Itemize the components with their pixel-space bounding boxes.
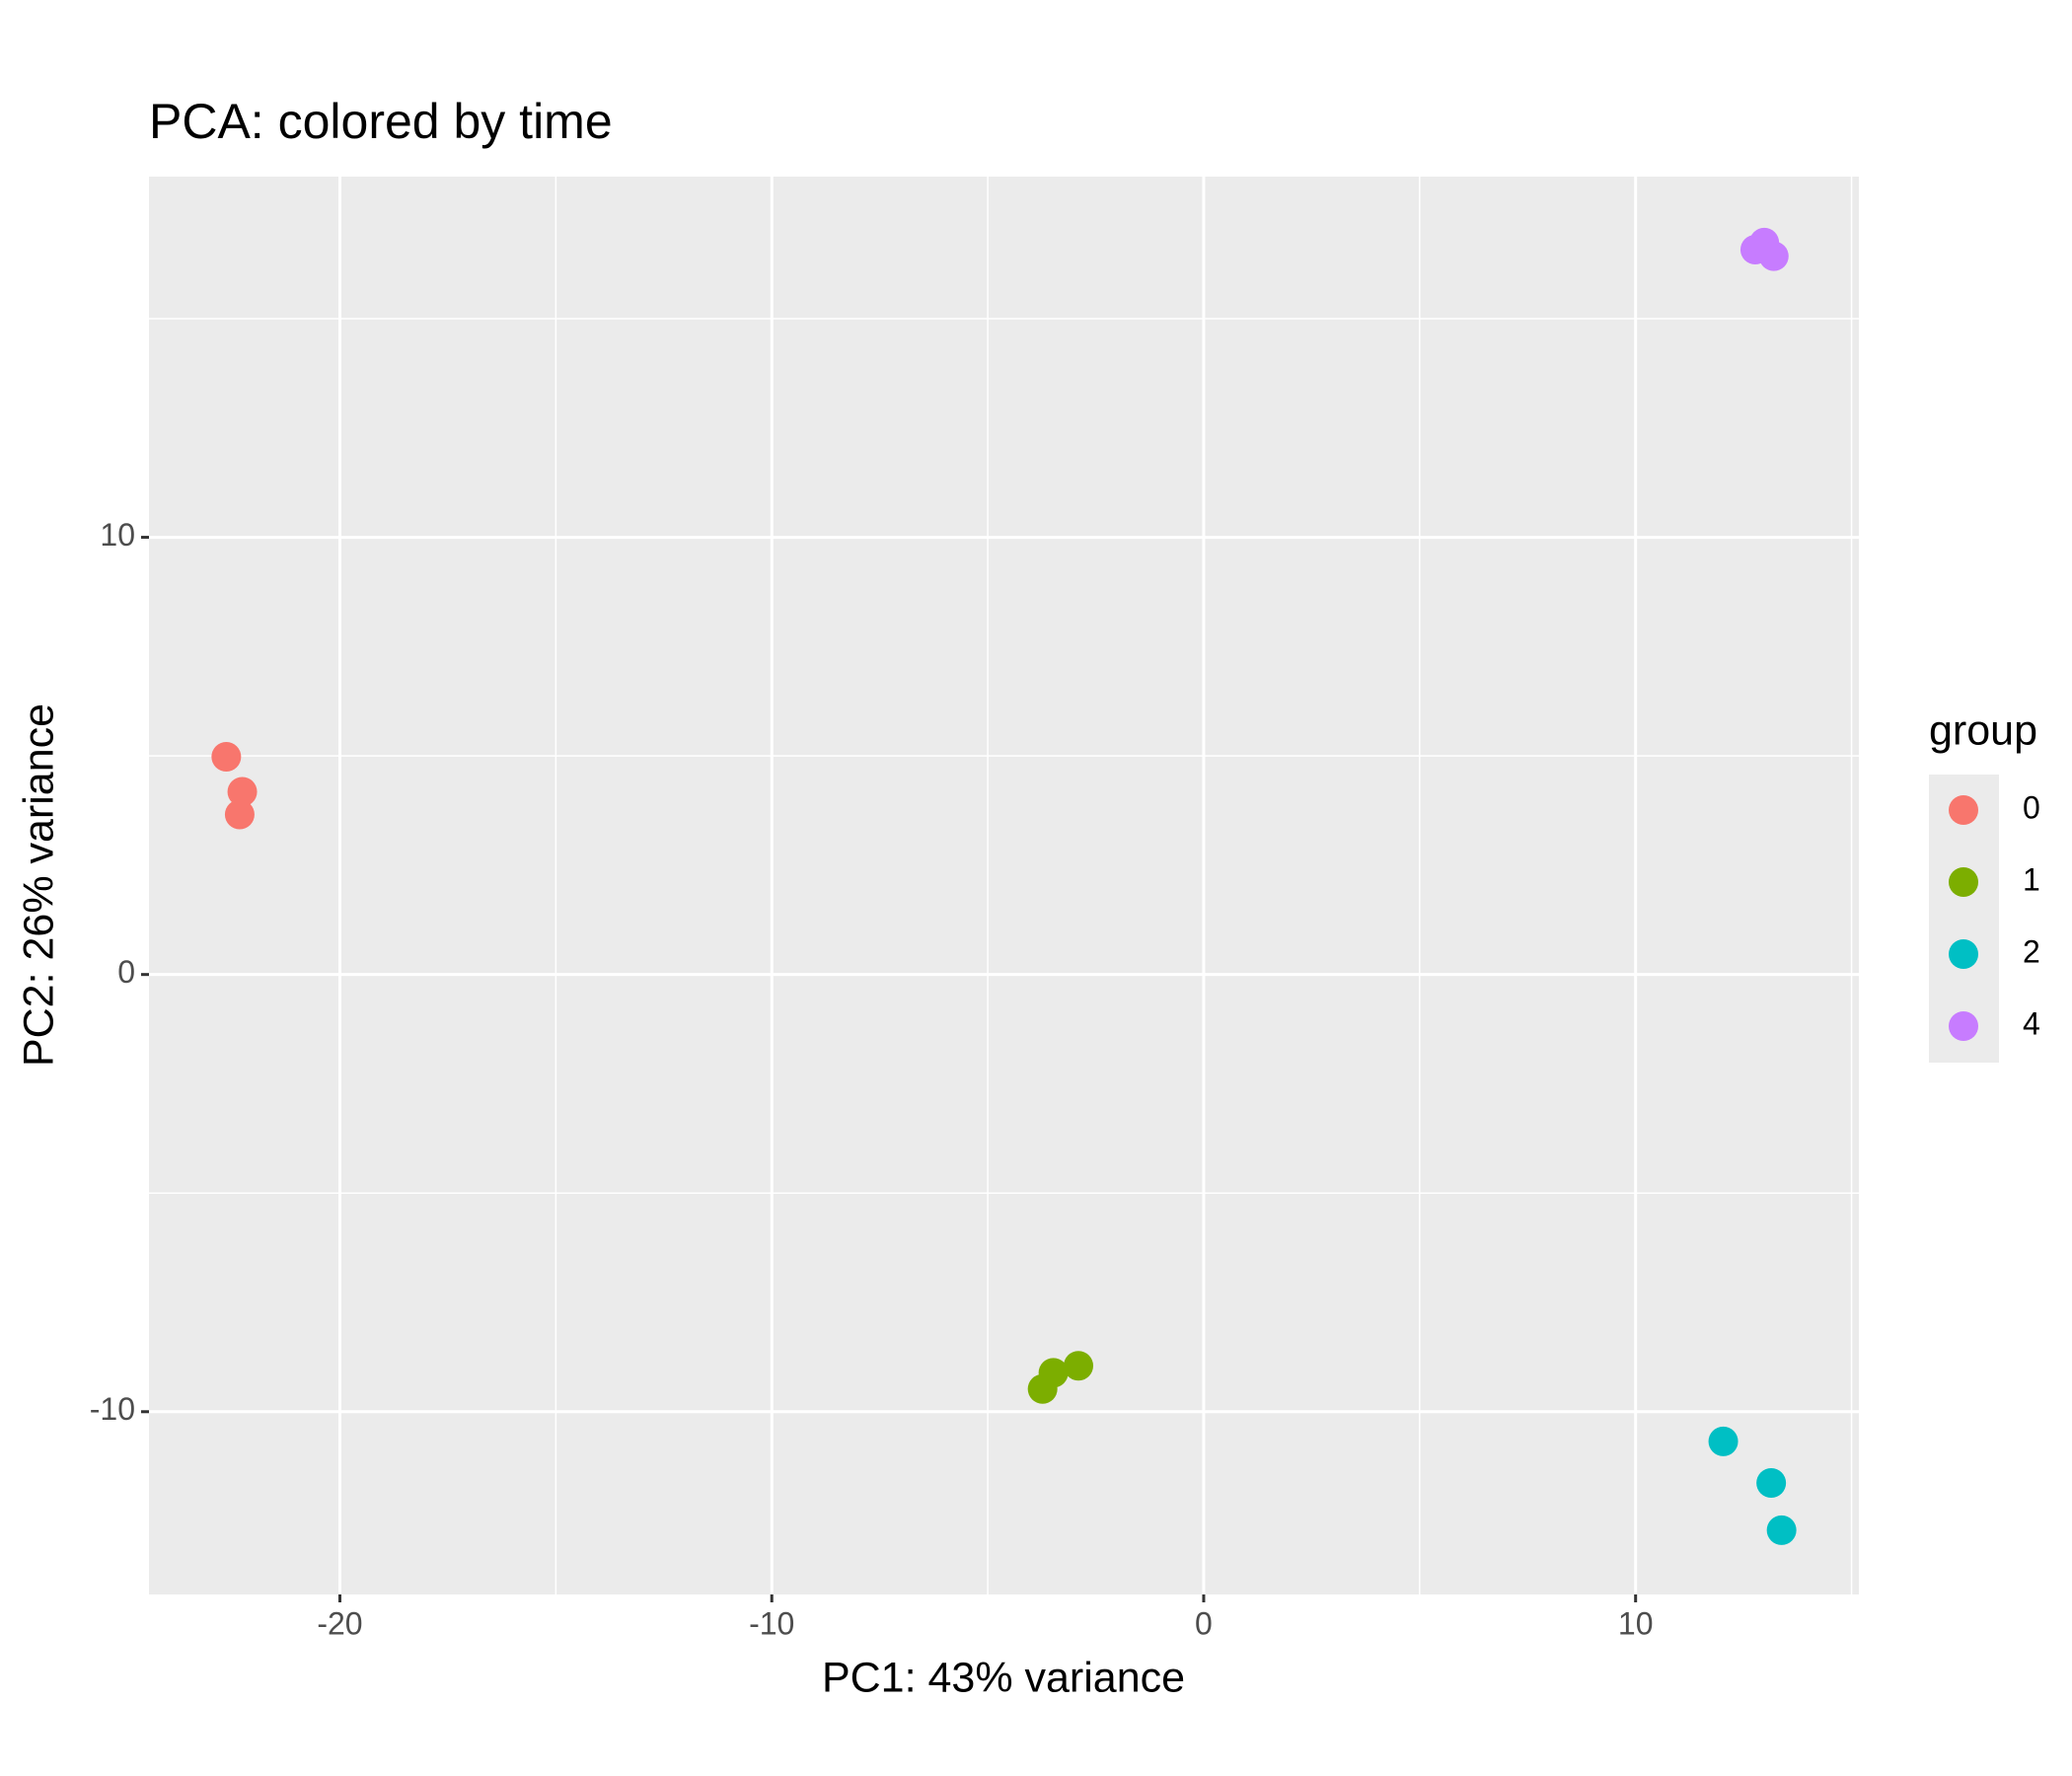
point bbox=[1038, 1358, 1069, 1388]
point bbox=[1766, 1515, 1797, 1545]
legend-label: 1 bbox=[2023, 861, 2040, 897]
y-tick-label: -10 bbox=[90, 1391, 135, 1427]
point bbox=[1758, 241, 1789, 271]
legend-title: group bbox=[1929, 706, 2037, 754]
point bbox=[1708, 1426, 1739, 1456]
point bbox=[1064, 1351, 1094, 1381]
point bbox=[224, 799, 255, 830]
y-tick-label: 10 bbox=[100, 517, 135, 553]
point bbox=[1756, 1468, 1787, 1499]
point bbox=[227, 777, 258, 807]
legend-label: 2 bbox=[2023, 933, 2040, 969]
legend-label: 4 bbox=[2023, 1005, 2040, 1041]
x-axis-title: PC1: 43% variance bbox=[822, 1654, 1185, 1701]
point bbox=[211, 742, 242, 773]
x-tick-label: -20 bbox=[317, 1605, 362, 1641]
legend-swatch bbox=[1949, 867, 1978, 897]
x-tick-label: -10 bbox=[749, 1605, 794, 1641]
legend-label: 0 bbox=[2023, 789, 2040, 825]
legend-swatch bbox=[1949, 795, 1978, 825]
chart-title: PCA: colored by time bbox=[149, 94, 613, 149]
x-tick-label: 0 bbox=[1195, 1605, 1213, 1641]
legend-swatch bbox=[1949, 1011, 1978, 1041]
x-tick-label: 10 bbox=[1618, 1605, 1654, 1641]
panel bbox=[149, 177, 1859, 1594]
y-tick-label: 0 bbox=[117, 954, 135, 990]
legend-swatch bbox=[1949, 939, 1978, 969]
y-axis-title: PC2: 26% variance bbox=[15, 703, 62, 1067]
